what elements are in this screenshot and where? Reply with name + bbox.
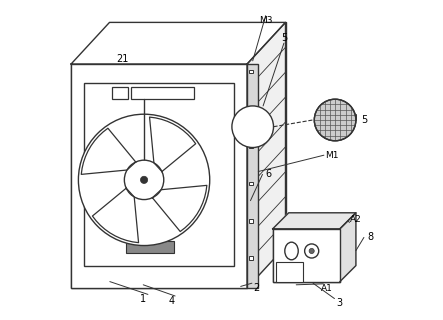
Bar <box>112 87 128 99</box>
Polygon shape <box>340 213 356 282</box>
Bar <box>71 64 247 288</box>
Circle shape <box>309 248 314 253</box>
Circle shape <box>232 106 273 148</box>
Bar <box>249 69 253 73</box>
Text: 8: 8 <box>367 232 373 243</box>
Text: 5: 5 <box>361 115 367 125</box>
Text: 4: 4 <box>169 296 175 306</box>
Circle shape <box>314 99 356 141</box>
Bar <box>126 241 174 253</box>
Circle shape <box>124 160 164 200</box>
Text: 21: 21 <box>116 54 128 64</box>
Bar <box>276 261 303 282</box>
Polygon shape <box>71 22 285 64</box>
Bar <box>84 83 234 266</box>
Text: M1: M1 <box>325 151 338 160</box>
Circle shape <box>140 176 148 183</box>
Polygon shape <box>247 22 285 288</box>
Bar <box>249 219 253 223</box>
Text: A1: A1 <box>321 284 332 293</box>
Circle shape <box>78 114 210 245</box>
Text: A2: A2 <box>350 215 362 224</box>
Text: 3: 3 <box>336 298 342 308</box>
Text: 1: 1 <box>140 294 146 304</box>
Circle shape <box>305 244 319 258</box>
Bar <box>273 229 340 282</box>
Text: M3: M3 <box>259 16 272 25</box>
Bar <box>131 87 194 99</box>
Text: 2: 2 <box>253 283 260 293</box>
Ellipse shape <box>285 242 298 260</box>
Bar <box>249 107 253 111</box>
Bar <box>249 144 253 148</box>
Text: 5: 5 <box>281 33 287 44</box>
Bar <box>247 64 258 288</box>
Polygon shape <box>273 213 356 229</box>
Text: 6: 6 <box>266 169 272 180</box>
Bar <box>249 256 253 260</box>
Bar <box>273 229 340 282</box>
Bar <box>71 64 247 288</box>
Bar <box>249 181 253 185</box>
